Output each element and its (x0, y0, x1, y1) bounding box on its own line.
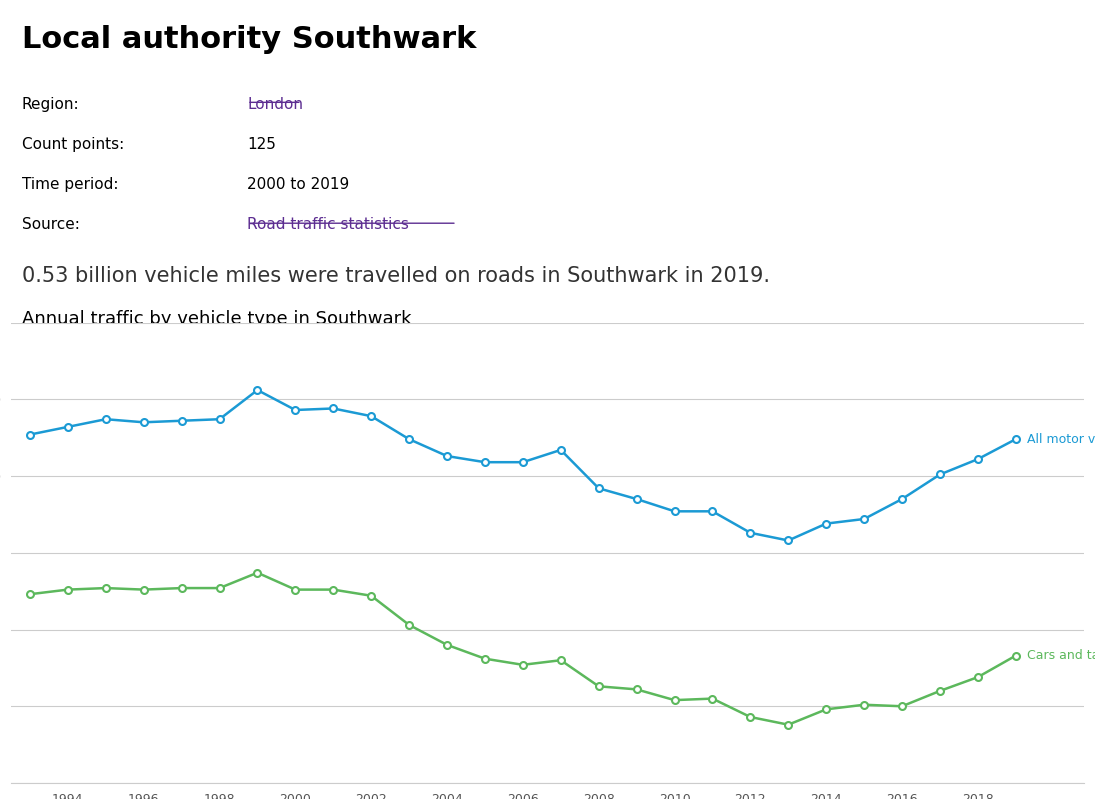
Text: 125: 125 (247, 137, 276, 152)
Text: London: London (247, 97, 303, 112)
Text: Local authority Southwark: Local authority Southwark (22, 25, 476, 54)
Text: Road traffic statistics: Road traffic statistics (247, 217, 408, 233)
Text: All motor vehicles: All motor vehicles (1027, 433, 1095, 446)
Text: 2000 to 2019: 2000 to 2019 (247, 177, 349, 192)
Text: Count points:: Count points: (22, 137, 124, 152)
Text: Annual traffic by vehicle type in Southwark: Annual traffic by vehicle type in Southw… (22, 309, 412, 328)
Text: Traffic in Great Britain from 1993 to 2019 by vehicle type in vehicle miles (mil: Traffic in Great Britain from 1993 to 20… (22, 344, 543, 357)
Text: Source:: Source: (22, 217, 80, 233)
Text: Time period:: Time period: (22, 177, 118, 192)
Text: 0.53 billion vehicle miles were travelled on roads in Southwark in 2019.: 0.53 billion vehicle miles were travelle… (22, 266, 770, 286)
Text: Region:: Region: (22, 97, 79, 112)
Text: Cars and taxis: Cars and taxis (1027, 649, 1095, 662)
